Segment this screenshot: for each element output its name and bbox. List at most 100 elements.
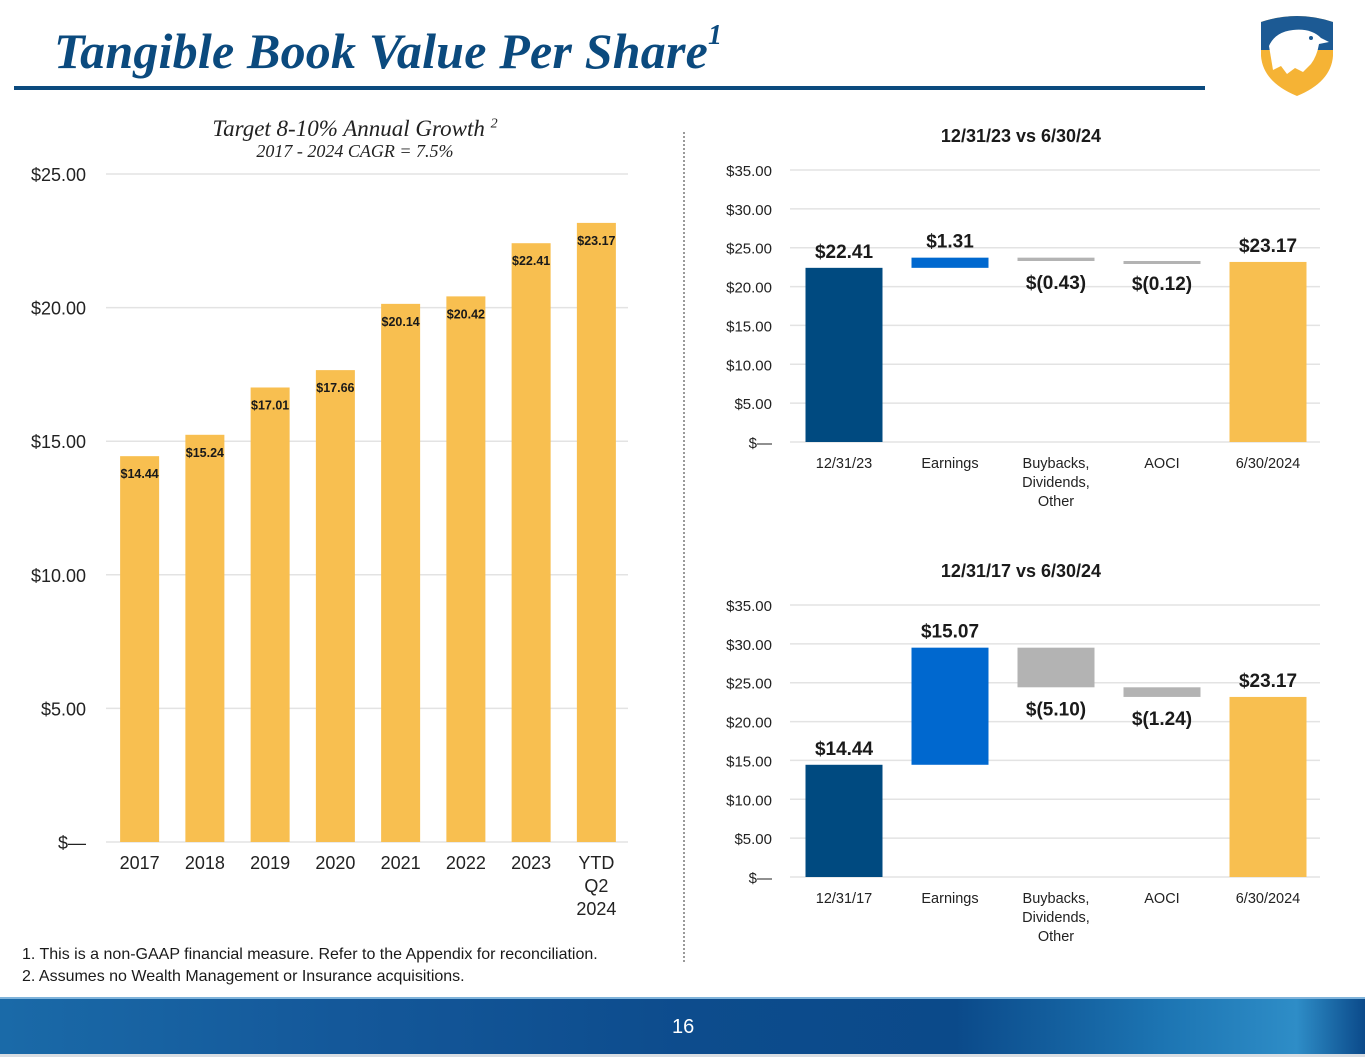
left-chart-footnote-marker: 2: [490, 116, 498, 132]
x-tick-label: 2018: [185, 853, 225, 873]
slide-title: Tangible Book Value Per Share1: [54, 20, 723, 80]
change-bar: [1017, 647, 1095, 688]
y-tick-label: $35.00: [726, 163, 772, 180]
left-chart-title: Target 8-10% Annual Growth 2: [160, 116, 550, 142]
bar: [381, 303, 421, 842]
footnotes: 1. This is a non-GAAP financial measure.…: [22, 944, 598, 988]
footnote-2: 2. Assumes no Wealth Management or Insur…: [22, 968, 465, 985]
x-tick-label: 12/31/23: [816, 456, 872, 472]
y-tick-label: $25.00: [726, 676, 772, 693]
y-tick-label: $10.00: [726, 357, 772, 374]
y-tick-label: $25.00: [31, 165, 86, 185]
data-label: $23.17: [1239, 671, 1297, 692]
bar: [120, 456, 160, 842]
change-bar: [911, 647, 989, 765]
waterfall-chart-2023-vs-2024: 12/31/23 vs 6/30/24 $— $5.00 $10.00 $15.00 $2…: [726, 126, 1320, 510]
tbvps-annual-bar-chart: $— $5.00 $10.00 $15.00 $20.00 $25.00 $14.44 201…: [31, 165, 628, 919]
chart-title: 12/31/23 vs 6/30/24: [941, 126, 1101, 146]
data-label: $17.66: [316, 381, 354, 395]
x-tick-label: 12/31/17: [816, 891, 872, 907]
data-label: $17.01: [251, 398, 289, 412]
data-label: $14.44: [121, 467, 159, 481]
y-tick-label: $5.00: [734, 396, 772, 413]
data-label: $1.31: [926, 232, 974, 253]
left-chart-title-text: Target 8-10% Annual Growth: [212, 116, 485, 141]
x-tick-label: Earnings: [921, 456, 978, 472]
change-bar: [1123, 687, 1201, 697]
x-tick-label: YTD: [578, 853, 614, 873]
data-label: $20.42: [447, 307, 485, 321]
x-tick-label: Earnings: [921, 891, 978, 907]
data-label: $(0.12): [1132, 274, 1192, 295]
section-divider: [683, 132, 685, 962]
x-tick-label: 6/30/2024: [1236, 891, 1301, 907]
slide-title-text: Tangible Book Value Per Share: [54, 23, 709, 79]
change-bar: [1123, 261, 1201, 265]
total-bar: [805, 267, 883, 442]
eagle-shield-logo-icon: [1261, 16, 1333, 96]
data-label: $23.17: [577, 234, 615, 248]
y-tick-label: $15.00: [726, 753, 772, 770]
y-tick-label: $5.00: [734, 831, 772, 848]
y-tick-label: $30.00: [726, 202, 772, 219]
data-label: $23.17: [1239, 236, 1297, 257]
total-bar: [1229, 261, 1307, 442]
x-tick-label: 2023: [511, 853, 551, 873]
data-label: $15.07: [921, 622, 979, 643]
page-number: 16: [672, 1016, 695, 1038]
y-tick-label: $20.00: [726, 280, 772, 297]
y-tick-label: $15.00: [31, 432, 86, 452]
y-tick-label: $20.00: [726, 715, 772, 732]
title-footnote-marker: 1: [708, 20, 723, 52]
bar: [185, 434, 225, 842]
bar: [446, 296, 486, 843]
y-tick-label: $—: [58, 833, 86, 853]
change-bar: [911, 257, 989, 268]
title-underline: [14, 86, 1205, 90]
x-tick-label: 2019: [250, 853, 290, 873]
x-tick-label: AOCI: [1144, 456, 1179, 472]
y-tick-label: $10.00: [726, 792, 772, 809]
y-tick-label: $20.00: [31, 299, 86, 319]
x-tick-label: Buybacks,: [1023, 456, 1090, 472]
x-tick-label: Buybacks,: [1023, 891, 1090, 907]
left-chart-subtitle: 2017 - 2024 CAGR = 7.5%: [256, 141, 454, 161]
x-tick-label: Dividends,: [1022, 475, 1090, 491]
x-tick-label: Q2: [584, 876, 608, 896]
bar: [250, 387, 290, 842]
bar: [576, 222, 616, 843]
x-tick-label: 2020: [315, 853, 355, 873]
data-label: $22.41: [815, 242, 874, 263]
data-label: $14.44: [815, 739, 874, 760]
data-label: $22.41: [512, 254, 550, 268]
data-label: $(1.24): [1132, 709, 1192, 730]
x-tick-label: 2017: [120, 853, 160, 873]
chart-title: 12/31/17 vs 6/30/24: [941, 561, 1101, 581]
y-tick-label: $30.00: [726, 637, 772, 654]
data-label: $(0.43): [1026, 273, 1086, 294]
total-bar: [1229, 696, 1307, 877]
x-tick-label: 2024: [576, 899, 616, 919]
data-label: $20.14: [382, 315, 420, 329]
y-tick-label: $15.00: [726, 318, 772, 335]
change-bar: [1017, 257, 1095, 262]
waterfall-chart-2017-vs-2024: 12/31/17 vs 6/30/24 $— $5.00 $10.00 $15.00 $2…: [726, 561, 1320, 945]
x-tick-label: Dividends,: [1022, 910, 1090, 926]
y-tick-label: $35.00: [726, 598, 772, 615]
x-tick-label: 6/30/2024: [1236, 456, 1301, 472]
bar: [315, 370, 355, 842]
x-tick-label: Other: [1038, 929, 1074, 945]
total-bar: [805, 764, 883, 877]
y-tick-label: $—: [749, 435, 772, 452]
y-tick-label: $5.00: [41, 699, 86, 719]
bar: [511, 243, 551, 842]
x-tick-label: 2021: [381, 853, 421, 873]
footnote-1: 1. This is a non-GAAP financial measure.…: [22, 946, 598, 963]
data-label: $(5.10): [1026, 699, 1086, 720]
y-tick-label: $—: [749, 870, 772, 887]
y-tick-label: $25.00: [726, 241, 772, 258]
data-label: $15.24: [186, 446, 224, 460]
y-tick-label: $10.00: [31, 566, 86, 586]
x-tick-label: 2022: [446, 853, 486, 873]
x-tick-label: AOCI: [1144, 891, 1179, 907]
